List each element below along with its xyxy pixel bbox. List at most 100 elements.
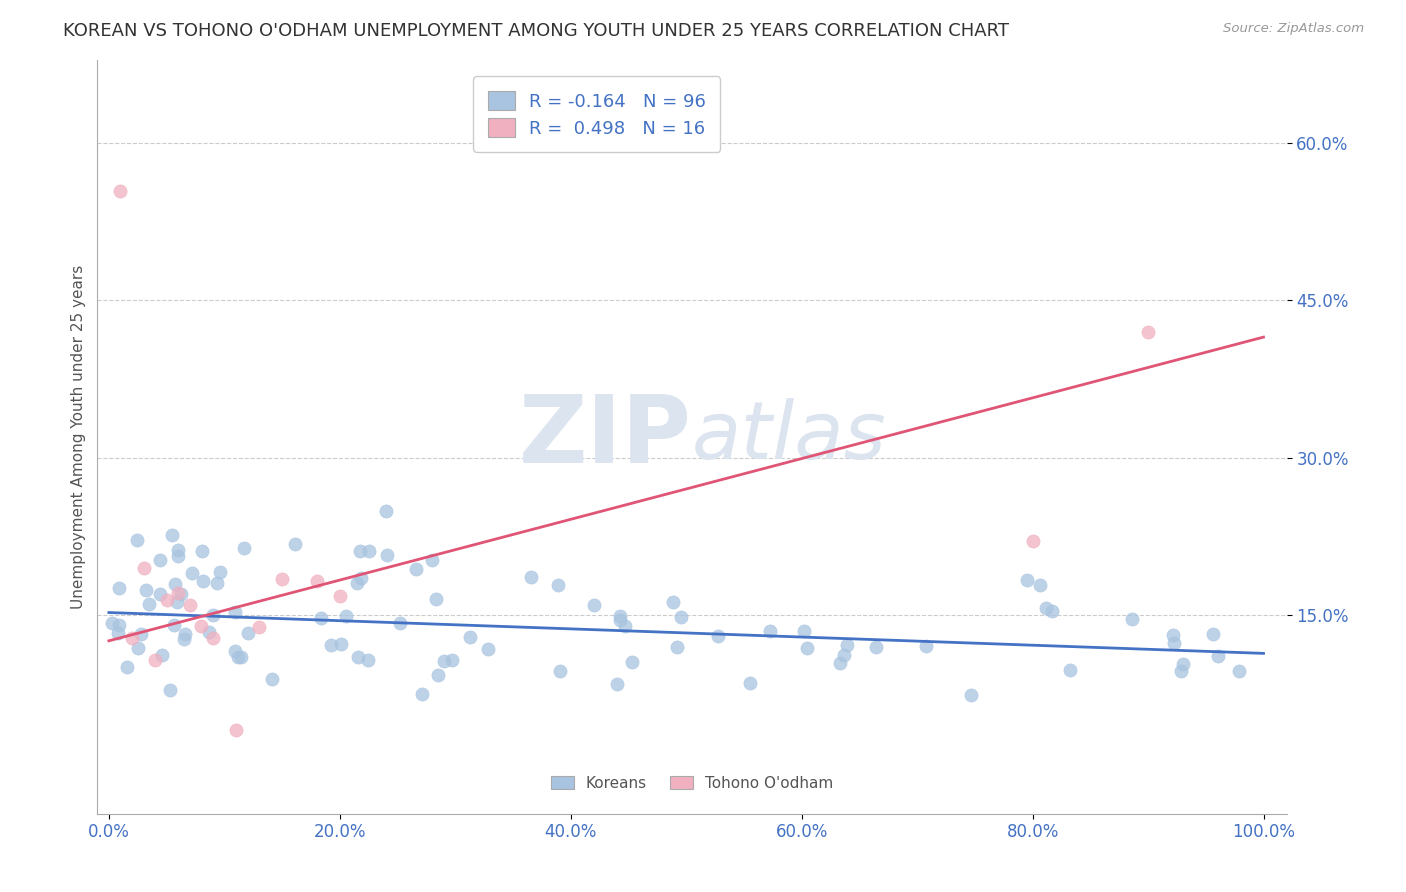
Point bbox=[108, 581, 131, 595]
Point bbox=[236, 625, 259, 640]
Point bbox=[350, 571, 373, 585]
Point bbox=[621, 655, 644, 669]
Point bbox=[1015, 573, 1038, 587]
Point bbox=[837, 639, 859, 653]
Point bbox=[150, 648, 173, 662]
Point bbox=[127, 533, 149, 547]
Point bbox=[1021, 534, 1043, 549]
Point bbox=[1206, 649, 1229, 664]
Point bbox=[665, 640, 688, 654]
Point bbox=[1035, 601, 1057, 615]
Point bbox=[1202, 626, 1225, 640]
Point bbox=[405, 562, 427, 576]
Point bbox=[121, 632, 143, 646]
Point bbox=[205, 575, 228, 590]
Text: ZIP: ZIP bbox=[519, 391, 692, 483]
Point bbox=[271, 572, 294, 586]
Point bbox=[117, 660, 139, 674]
Point bbox=[174, 627, 197, 641]
Point bbox=[375, 549, 398, 563]
Point bbox=[163, 618, 186, 632]
Point bbox=[346, 576, 368, 591]
Point bbox=[330, 637, 353, 651]
Point bbox=[375, 504, 398, 518]
Point bbox=[173, 632, 195, 646]
Point bbox=[305, 574, 328, 589]
Point bbox=[226, 650, 249, 665]
Point bbox=[1137, 325, 1160, 339]
Point bbox=[143, 653, 166, 667]
Point bbox=[170, 587, 193, 601]
Point bbox=[433, 654, 456, 668]
Point bbox=[335, 608, 357, 623]
Point bbox=[132, 560, 155, 574]
Point bbox=[346, 649, 368, 664]
Point bbox=[198, 624, 221, 639]
Point bbox=[583, 598, 606, 612]
Point bbox=[832, 648, 855, 663]
Point bbox=[127, 640, 149, 655]
Y-axis label: Unemployment Among Youth under 25 years: Unemployment Among Youth under 25 years bbox=[72, 264, 86, 608]
Point bbox=[110, 184, 132, 198]
Point bbox=[865, 640, 887, 655]
Point bbox=[425, 592, 447, 607]
Point bbox=[309, 611, 332, 625]
Point bbox=[359, 544, 381, 558]
Point bbox=[830, 656, 852, 670]
Point bbox=[129, 626, 152, 640]
Point bbox=[167, 549, 190, 564]
Point bbox=[420, 553, 443, 567]
Point bbox=[201, 631, 224, 645]
Point bbox=[149, 587, 172, 601]
Point bbox=[427, 668, 450, 682]
Point bbox=[138, 597, 160, 611]
Point bbox=[550, 664, 572, 678]
Text: Source: ZipAtlas.com: Source: ZipAtlas.com bbox=[1223, 22, 1364, 36]
Point bbox=[233, 541, 256, 556]
Point bbox=[1029, 578, 1052, 592]
Point bbox=[224, 606, 246, 620]
Point bbox=[247, 620, 270, 634]
Point bbox=[135, 582, 157, 597]
Point bbox=[793, 624, 815, 639]
Point bbox=[609, 609, 631, 624]
Point bbox=[108, 618, 131, 632]
Point bbox=[1227, 664, 1250, 678]
Point bbox=[181, 566, 204, 580]
Point bbox=[915, 639, 938, 653]
Point bbox=[796, 640, 818, 655]
Point bbox=[163, 576, 186, 591]
Point bbox=[440, 653, 463, 667]
Point bbox=[191, 574, 214, 589]
Point bbox=[1040, 604, 1063, 618]
Point bbox=[260, 672, 283, 686]
Text: KOREAN VS TOHONO O'ODHAM UNEMPLOYMENT AMONG YOUTH UNDER 25 YEARS CORRELATION CHA: KOREAN VS TOHONO O'ODHAM UNEMPLOYMENT AM… bbox=[63, 22, 1010, 40]
Point bbox=[156, 593, 179, 607]
Point bbox=[1163, 636, 1185, 650]
Point bbox=[357, 653, 380, 667]
Point bbox=[224, 644, 246, 658]
Point bbox=[149, 553, 172, 567]
Point bbox=[209, 565, 232, 579]
Point bbox=[759, 624, 782, 638]
Point bbox=[477, 641, 499, 656]
Point bbox=[179, 598, 201, 612]
Legend: Koreans, Tohono O'odham: Koreans, Tohono O'odham bbox=[543, 768, 841, 798]
Point bbox=[520, 570, 543, 584]
Point bbox=[201, 607, 224, 622]
Point bbox=[671, 610, 693, 624]
Point bbox=[388, 616, 411, 631]
Point bbox=[284, 537, 307, 551]
Point bbox=[1170, 664, 1192, 678]
Point bbox=[190, 544, 212, 558]
Point bbox=[159, 683, 181, 698]
Point bbox=[229, 650, 252, 665]
Point bbox=[1121, 612, 1143, 626]
Point bbox=[662, 595, 685, 609]
Point bbox=[160, 527, 183, 541]
Point bbox=[960, 688, 983, 702]
Point bbox=[167, 542, 190, 557]
Text: atlas: atlas bbox=[692, 398, 887, 475]
Point bbox=[107, 625, 129, 640]
Point bbox=[329, 589, 352, 603]
